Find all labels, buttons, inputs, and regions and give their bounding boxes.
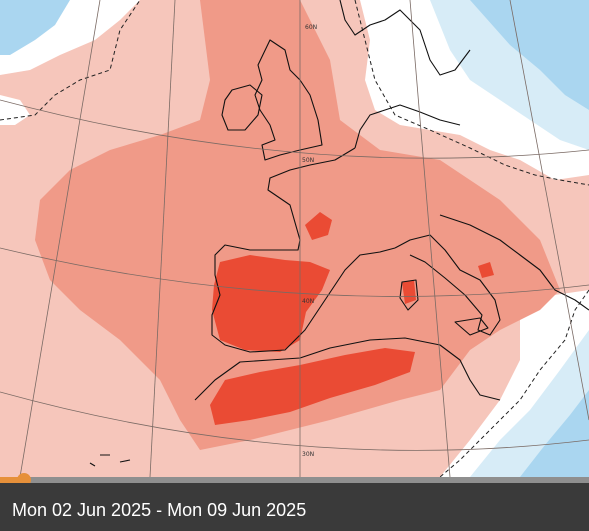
warm-anomaly-strong-italy (478, 262, 494, 278)
contour-north (354, 0, 589, 186)
coastline-italy (394, 234, 501, 336)
warm-anomaly-medium-central (35, 0, 560, 450)
neutral-region-north-atlantic-2 (0, 95, 30, 125)
longitude-line-4 (409, 0, 451, 477)
coastline-great-britain (254, 39, 323, 161)
coastline-sicily (454, 317, 489, 336)
warm-anomaly-strong-iberia (212, 255, 330, 352)
coastline-north-africa (194, 337, 501, 401)
coastline-north-sea (354, 104, 461, 149)
contour-southeast (439, 289, 589, 477)
warm-anomaly-strong-corsica (402, 280, 416, 304)
longitude-line-1 (19, 0, 101, 477)
cold-anomaly-southeast-strong (520, 390, 589, 477)
latitude-line-40n (0, 247, 589, 297)
latitude-label-40n: 40N (302, 298, 314, 305)
longitude-line-2 (149, 0, 176, 477)
latitude-line-50n (0, 99, 589, 159)
coastlines (89, 0, 589, 467)
coastline-scandinavia (339, 0, 471, 76)
warm-anomaly-strong-north-africa (210, 348, 415, 425)
latitude-label-top: 60N (305, 24, 317, 31)
coastline-balkans (439, 214, 589, 311)
timeline-progress (0, 477, 24, 483)
cold-anomaly-northwest (0, 0, 70, 55)
latitude-line-30n (0, 391, 589, 451)
caption-bar: Mon 02 Jun 2025 - Mon 09 Jun 2025 (0, 483, 589, 531)
date-range-caption: Mon 02 Jun 2025 - Mon 09 Jun 2025 (12, 500, 307, 520)
graticule (0, 0, 589, 477)
coastline-ireland (221, 84, 263, 131)
cold-anomaly-northeast-strong (470, 0, 589, 110)
warm-anomaly-strong-france (305, 212, 332, 240)
latitude-label-50n: 50N (302, 157, 314, 164)
contour-north-atlantic (0, 0, 141, 121)
longitude-line-5 (509, 0, 589, 421)
coastline-canary-islands (89, 454, 131, 467)
coastline-france-iberia (211, 147, 396, 353)
weather-anomaly-map: 50N 40N 30N 60N (0, 0, 589, 477)
coastline-sardinia (399, 279, 419, 311)
anomaly-contours (0, 0, 589, 477)
latitude-label-30n: 30N (302, 451, 314, 458)
